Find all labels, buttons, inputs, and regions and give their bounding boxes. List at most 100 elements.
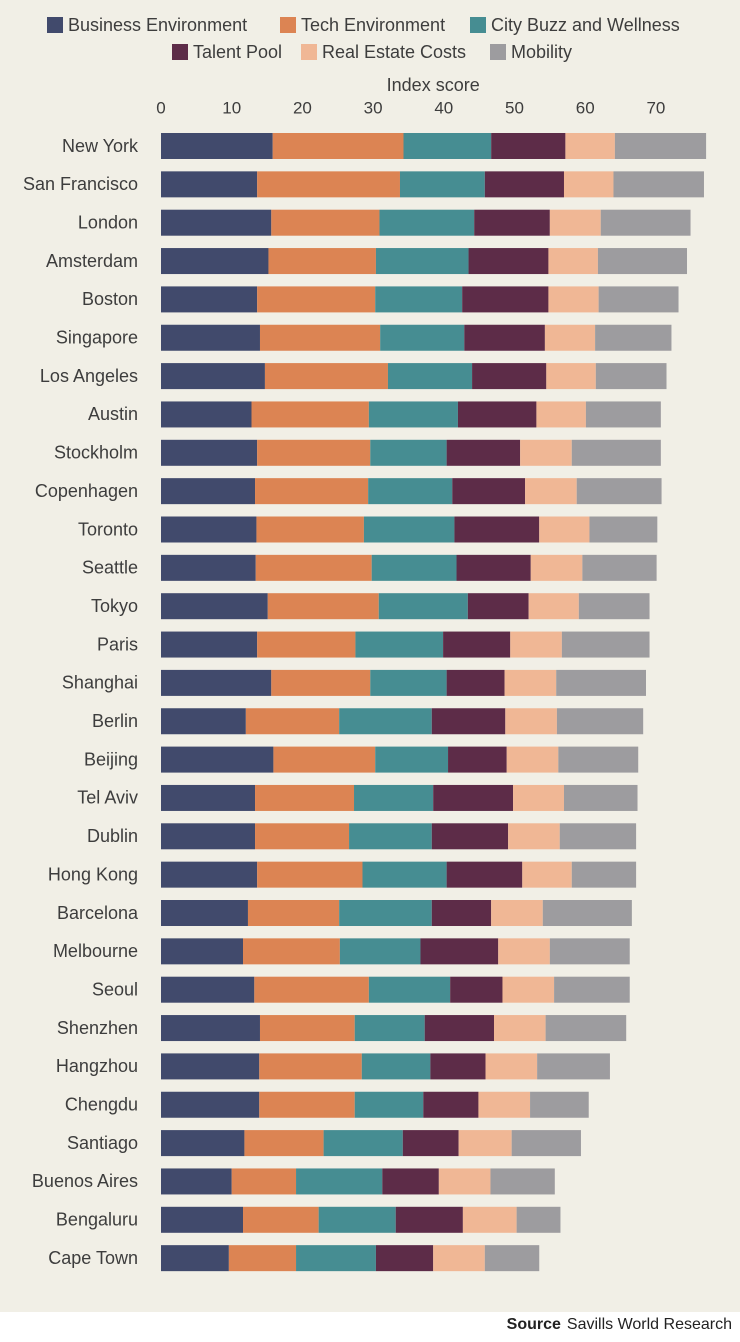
bar-segment (161, 976, 255, 1003)
legend-label-business-environment: Business Environment (68, 15, 247, 35)
bar-segment (467, 593, 529, 620)
category-label: Cape Town (48, 1248, 138, 1268)
bar-segment (571, 439, 661, 466)
legend-swatch-talent-pool (172, 44, 188, 60)
bar-segment (462, 286, 549, 313)
bar-segment (490, 1168, 555, 1195)
bar-segment (433, 1245, 485, 1272)
category-label: Seoul (92, 979, 138, 999)
bar-segment (255, 823, 350, 850)
x-tick-label: 60 (576, 98, 595, 117)
bar-segment (595, 324, 672, 351)
bar-segment (420, 938, 499, 965)
bar-segment (361, 1053, 431, 1080)
bar-segment (255, 554, 372, 581)
bar-segment (484, 1245, 540, 1272)
bar-segment (255, 784, 355, 811)
bar-segment (505, 708, 557, 735)
bar-segment (537, 1053, 610, 1080)
bar-segment (576, 478, 662, 505)
bar-segment (595, 363, 667, 390)
bar-segment (161, 1245, 229, 1272)
bar-segment (556, 669, 647, 696)
bar-segment (431, 900, 492, 926)
category-label: Shenzhen (57, 1018, 138, 1038)
bar-segment (255, 478, 369, 505)
bar-segment (513, 784, 564, 811)
legend-swatch-business-environment (47, 17, 63, 33)
legend-swatch-mobility (490, 44, 506, 60)
bar-segment (318, 1206, 396, 1233)
bar-segment (582, 554, 657, 581)
bar-segment (161, 631, 258, 658)
bar-segment (544, 324, 596, 351)
bar-segment (478, 1091, 531, 1118)
bar-segment (256, 516, 364, 543)
bar-segment (528, 593, 579, 620)
x-tick-label: 30 (364, 98, 383, 117)
bar-segment (448, 746, 507, 773)
bar-segment (549, 938, 630, 965)
bar-segment (354, 784, 434, 811)
bar-segment (399, 171, 485, 198)
bar-segment (370, 669, 447, 696)
legend-label-city-buzz-and-wellness: City Buzz and Wellness (491, 15, 680, 35)
bar-segment (268, 248, 376, 275)
category-label: Los Angeles (40, 366, 138, 386)
bar-segment (379, 209, 475, 236)
category-label: Shanghai (62, 673, 138, 693)
bar-segment (368, 478, 453, 505)
bar-segment (161, 478, 256, 505)
bar-segment (530, 1091, 589, 1118)
bar-segment (161, 1206, 244, 1233)
bar-segment (257, 631, 356, 658)
bar-segment (375, 746, 449, 773)
category-label: New York (62, 136, 139, 156)
bar-segment (245, 708, 340, 735)
category-label: Boston (82, 289, 138, 309)
bar-segment (433, 784, 514, 811)
category-label: Santiago (67, 1133, 138, 1153)
x-tick-label: 20 (293, 98, 312, 117)
bar-segment (600, 209, 691, 236)
bar-segment (430, 1053, 486, 1080)
category-label: Beijing (84, 749, 138, 769)
category-label: Tokyo (91, 596, 138, 616)
bar-segment (161, 708, 246, 735)
bar-segment (251, 401, 369, 428)
bar-segment (456, 554, 531, 581)
bar-segment (491, 133, 566, 159)
bar-segment (498, 938, 550, 965)
bar-segment (243, 1206, 319, 1233)
bar-segment (443, 631, 511, 658)
bar-segment (161, 1015, 260, 1042)
bar-segment (368, 976, 451, 1003)
bar-segment (378, 593, 468, 620)
x-tick-label: 70 (646, 98, 665, 117)
bar-segment (446, 439, 521, 466)
category-label: San Francisco (23, 174, 138, 194)
category-label: Melbourne (53, 941, 138, 961)
bar-segment (549, 209, 601, 236)
bar-segment (259, 1015, 355, 1042)
bar-segment (548, 248, 598, 275)
bar-segment (375, 248, 469, 275)
category-label: Buenos Aires (32, 1171, 138, 1191)
bar-segment (403, 133, 492, 159)
bar-segment (613, 171, 704, 198)
source-text: Savills World Research (566, 1316, 732, 1333)
bar-segment (438, 1168, 491, 1195)
bar-segment (161, 209, 272, 236)
stacked-bar-chart: Business Environment Tech Environment City… (23, 15, 707, 1272)
bar-segment (368, 401, 458, 428)
category-label: Bengaluru (56, 1210, 138, 1230)
category-label: Tel Aviv (77, 788, 138, 808)
bar-segment (502, 976, 555, 1003)
bar-segment (161, 363, 265, 390)
bar-segment (395, 1206, 463, 1233)
bar-segment (354, 1015, 425, 1042)
bar-segment (431, 823, 509, 850)
chart-background: Business Environment Tech Environment City… (0, 0, 740, 1312)
bar-segment (545, 1015, 627, 1042)
bar-segment (474, 209, 550, 236)
